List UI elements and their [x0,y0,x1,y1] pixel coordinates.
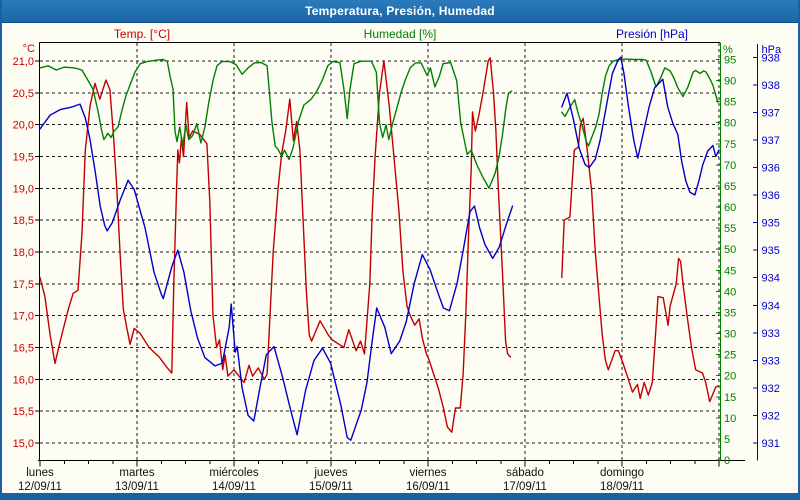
svg-text:932: 932 [762,410,780,422]
svg-text:15,0: 15,0 [13,438,34,450]
day-labels: lunes 12/09/11 martes 13/09/11 miércoles 14/0… [18,467,644,493]
temp-axis: 21,0 20,5 20,0 19,5 19,0 18,5 18,0 17,5 17,0 16,5… [13,43,719,450]
svg-text:16,0: 16,0 [13,374,34,386]
svg-text:17,5: 17,5 [13,279,34,291]
svg-text:18/09/11: 18/09/11 [600,481,644,493]
window-border-bottom [0,493,800,500]
svg-text:937: 937 [762,135,780,147]
svg-text:21,0: 21,0 [13,56,34,68]
svg-text:55: 55 [724,223,736,235]
svg-text:13/09/11: 13/09/11 [115,481,159,493]
svg-text:°C: °C [23,43,35,55]
svg-text:20: 20 [724,371,736,383]
svg-text:jueves: jueves [313,467,347,479]
svg-text:5: 5 [724,434,730,446]
svg-text:25: 25 [724,350,736,362]
svg-text:30: 30 [724,329,736,341]
svg-text:80: 80 [724,118,736,130]
pressure-axis: 938 938 937 937 936 936 935 935 934 934 933 933 932 9… [753,44,782,461]
svg-text:viernes: viernes [409,467,446,479]
legend-temperature: Temp. [°C] [113,27,171,41]
svg-text:65: 65 [724,181,736,193]
svg-text:19,5: 19,5 [13,151,34,163]
humidity-series-line [39,58,719,189]
svg-text:martes: martes [119,467,154,479]
svg-text:17,0: 17,0 [13,311,34,323]
svg-text:hPa: hPa [762,44,782,56]
svg-text:35: 35 [724,307,736,319]
svg-text:85: 85 [724,97,736,109]
svg-text:lunes: lunes [26,467,54,479]
day-gridlines [136,43,720,460]
svg-text:70: 70 [724,160,736,172]
svg-text:20,0: 20,0 [13,120,34,132]
svg-text:sábado: sábado [506,467,544,479]
svg-text:15: 15 [724,392,736,404]
svg-text:15,5: 15,5 [13,406,34,418]
svg-text:20,5: 20,5 [13,88,34,100]
svg-text:17/09/11: 17/09/11 [503,481,547,493]
svg-text:%: % [723,44,733,56]
svg-text:50: 50 [724,244,736,256]
svg-text:19,0: 19,0 [13,183,34,195]
svg-text:75: 75 [724,139,736,151]
svg-text:936: 936 [762,163,780,175]
svg-text:933: 933 [762,355,780,367]
svg-text:12/09/11: 12/09/11 [18,481,62,493]
legend-pressure: Presión [hPa] [615,27,689,41]
svg-text:18,5: 18,5 [13,215,34,227]
svg-text:90: 90 [724,76,736,88]
window-title: Temperatura, Presión, Humedad [305,4,495,18]
svg-text:935: 935 [762,245,780,257]
time-axis-ticks [39,460,720,467]
title-bar: Temperatura, Presión, Humedad [0,0,800,23]
legend-humidity: Humedad [%] [363,27,437,41]
svg-text:933: 933 [762,328,780,340]
svg-text:931: 931 [762,438,780,450]
svg-text:932: 932 [762,383,780,395]
svg-text:936: 936 [762,190,780,202]
svg-text:16,5: 16,5 [13,342,34,354]
svg-text:15/09/11: 15/09/11 [309,481,353,493]
svg-text:95: 95 [724,55,736,67]
pressure-series-line [39,56,720,441]
svg-text:60: 60 [724,202,736,214]
plot-frame [38,42,745,461]
svg-text:938: 938 [762,52,780,64]
svg-text:domingo: domingo [600,467,644,479]
svg-text:45: 45 [724,265,736,277]
svg-text:18,0: 18,0 [13,247,34,259]
svg-text:0: 0 [724,455,730,467]
svg-text:934: 934 [762,300,780,312]
svg-text:934: 934 [762,273,780,285]
svg-text:40: 40 [724,286,736,298]
window-border-right [798,0,800,500]
svg-text:14/09/11: 14/09/11 [212,481,256,493]
window-border-left [0,0,2,500]
svg-text:935: 935 [762,218,780,230]
svg-text:10: 10 [724,413,736,425]
svg-text:938: 938 [762,80,780,92]
svg-text:miércoles: miércoles [209,467,258,479]
svg-text:937: 937 [762,107,780,119]
svg-text:16/09/11: 16/09/11 [406,481,450,493]
